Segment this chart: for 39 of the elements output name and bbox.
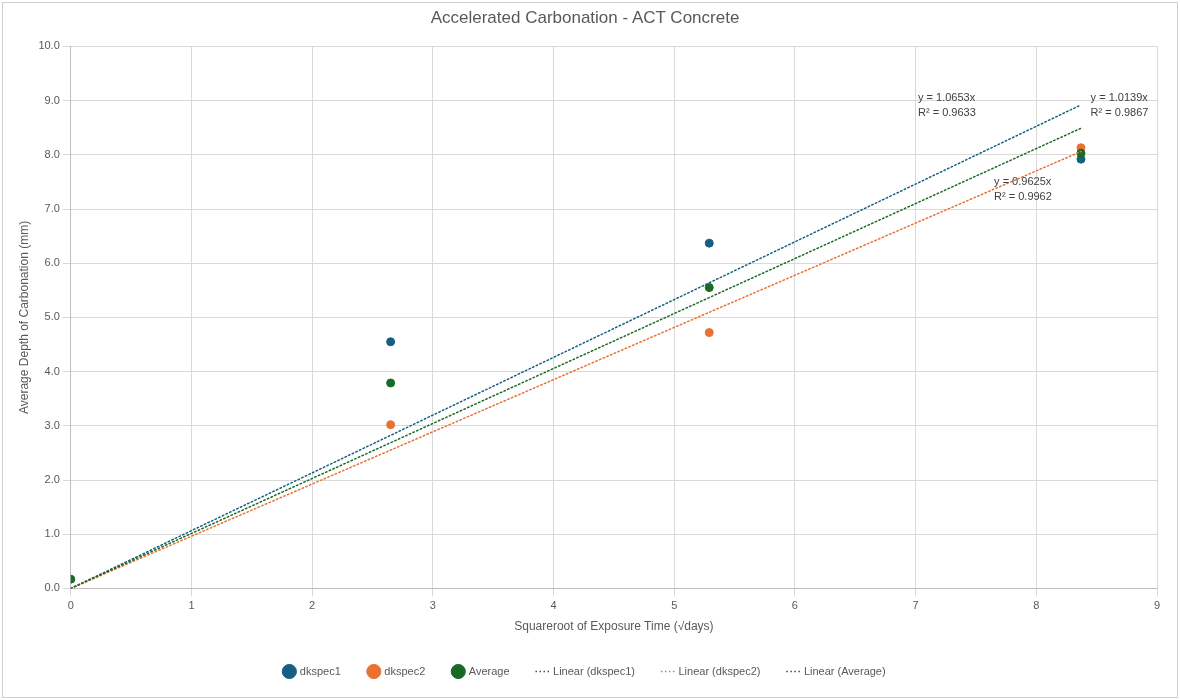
y-tick-label: 5.0 [44, 310, 60, 323]
x-tick-label: 8 [1033, 599, 1040, 612]
x-tick-label: 5 [671, 599, 678, 612]
y-tick-label: 2.0 [44, 473, 60, 486]
legend-label: dkspec2 [384, 664, 426, 677]
y-tick-label: 6.0 [44, 256, 60, 269]
x-tick-label: 2 [309, 599, 316, 612]
annotation: y = 1.0139x R² = 0.9867 [1090, 90, 1149, 118]
point [386, 337, 396, 347]
y-tick-label: 1.0 [44, 527, 60, 540]
legend-label: Linear (dkspec2) [678, 664, 761, 677]
x-tick-label: 9 [1153, 599, 1161, 612]
y-tick-label: 9.0 [44, 93, 60, 106]
point [386, 378, 396, 388]
x-tick-label: 7 [912, 599, 919, 612]
legend-label: Average [468, 664, 510, 677]
point [704, 238, 714, 248]
x-axis-title: Squareroot of Exposure Time (√days) [514, 619, 714, 634]
x-tick-label: 1 [188, 599, 195, 612]
y-tick-label: 3.0 [44, 418, 60, 431]
annotation: y = 1.0653x R² = 0.9633 [918, 90, 976, 118]
annotation: y = 0.9625x R² = 0.9962 [994, 174, 1052, 202]
x-tick-label: 6 [791, 599, 798, 612]
y-tick-label: 10.0 [38, 39, 60, 52]
y-axis-title: Average Depth of Carbonation (mm) [16, 220, 31, 415]
legend-label: Linear (Average) [803, 664, 886, 677]
y-tick-label: 0.0 [44, 581, 60, 594]
chart-title: Accelerated Carbonation - ACT Concrete [430, 7, 740, 27]
legend-label: dkspec1 [299, 664, 341, 677]
legend-label: Linear (dkspec1) [553, 664, 635, 677]
x-tick-label: 3 [429, 599, 436, 612]
x-tick-label: 0 [67, 599, 74, 612]
x-tick-label: 4 [550, 599, 557, 612]
y-tick-label: 4.0 [44, 364, 60, 377]
point [704, 283, 714, 293]
y-tick-label: 7.0 [44, 202, 60, 215]
point [386, 420, 396, 430]
point [704, 328, 714, 338]
y-tick-label: 8.0 [44, 147, 60, 160]
